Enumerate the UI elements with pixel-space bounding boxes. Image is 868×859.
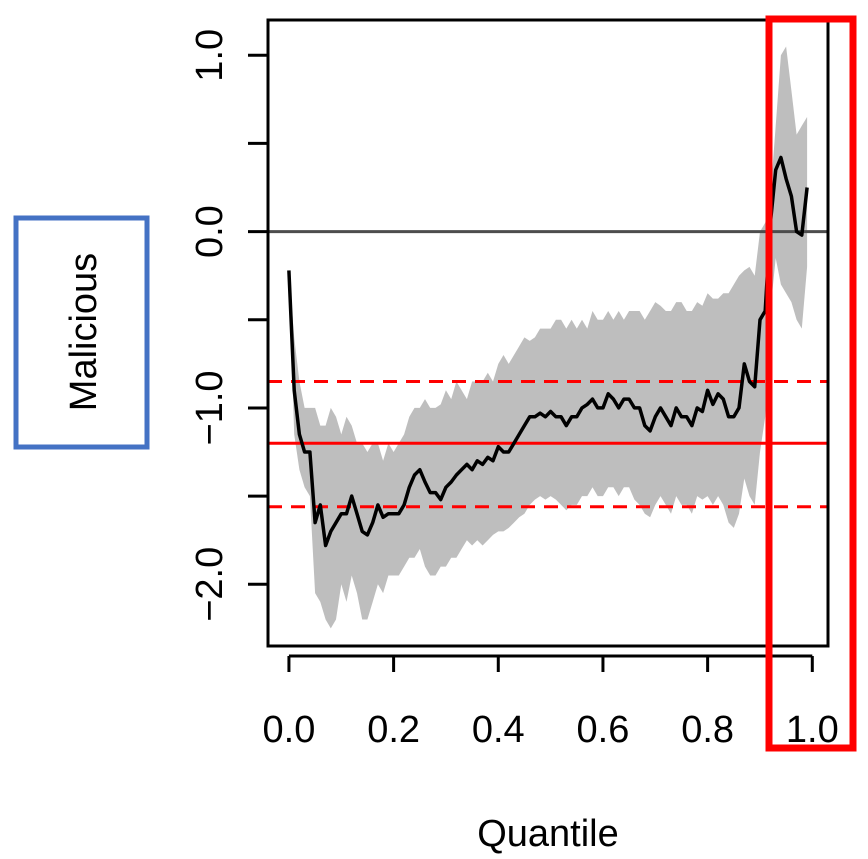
x-tick-label: 0.0 xyxy=(263,709,316,751)
x-axis-title: Quantile xyxy=(477,813,619,855)
x-tick-label: 1.0 xyxy=(786,709,839,751)
y-tick-label: 0.0 xyxy=(189,205,231,258)
x-tick-label: 0.8 xyxy=(681,709,734,751)
x-tick-label: 0.4 xyxy=(472,709,525,751)
confidence-band-layer xyxy=(288,46,808,629)
y-axis: −2.0 −1.0 0.0 1.0 xyxy=(189,29,270,622)
y-tick-label: −1.0 xyxy=(189,370,231,445)
ylabel-highlight-box xyxy=(13,215,150,450)
upper-tail-highlight-box xyxy=(765,15,857,752)
confidence-band xyxy=(288,46,808,629)
series-line xyxy=(287,155,809,548)
x-tick-label: 0.2 xyxy=(367,709,420,751)
y-tick-label: 1.0 xyxy=(189,29,231,82)
x-axis: 0.0 0.2 0.4 0.6 0.8 1.0 xyxy=(263,654,839,751)
y-tick-label: −2.0 xyxy=(189,547,231,622)
series-line-layer xyxy=(287,155,809,548)
reference-lines-layer xyxy=(268,230,828,509)
x-tick-label: 0.6 xyxy=(577,709,630,751)
y-axis-title: Malicious xyxy=(63,253,105,411)
